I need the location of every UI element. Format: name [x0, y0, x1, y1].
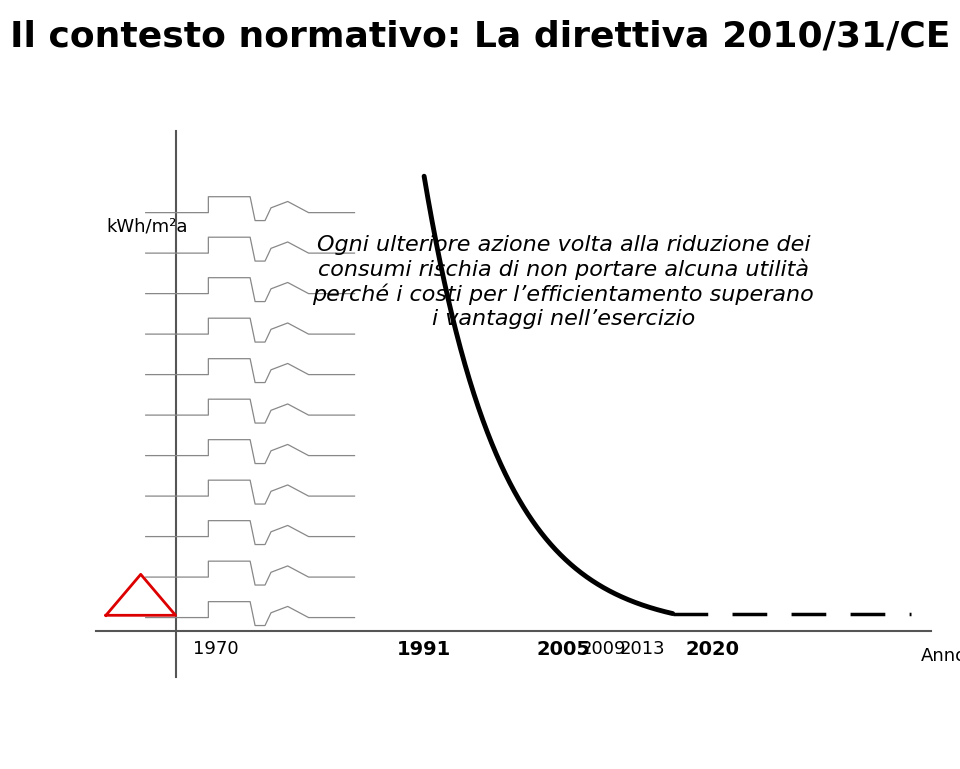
- Text: Ogni ulteriore azione volta alla riduzione dei
consumi rischia di non portare al: Ogni ulteriore azione volta alla riduzio…: [312, 235, 814, 328]
- Text: Il contesto normativo: La direttiva 2010/31/CE: Il contesto normativo: La direttiva 2010…: [10, 19, 950, 53]
- Text: Anno: Anno: [922, 647, 960, 665]
- Text: kWh/m²a: kWh/m²a: [106, 218, 187, 235]
